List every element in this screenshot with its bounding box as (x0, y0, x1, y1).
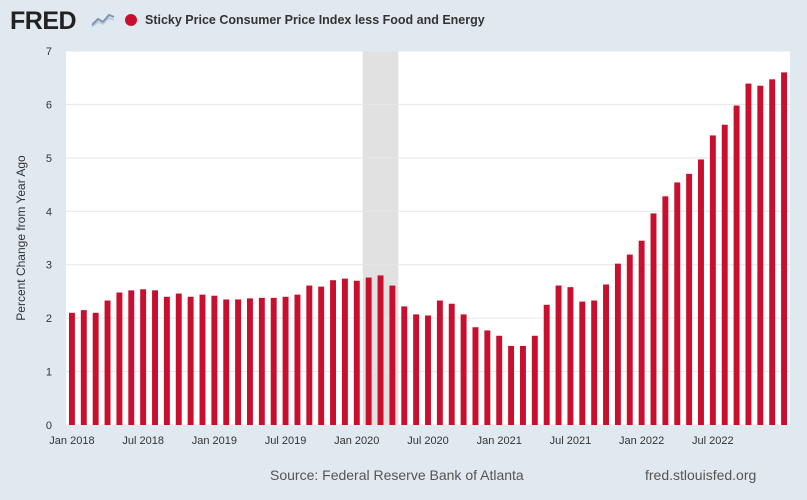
bar[interactable] (508, 345, 515, 425)
x-tick-label: Jan 2020 (334, 435, 379, 447)
y-axis-label: Percent Change from Year Ago (14, 155, 28, 321)
bar[interactable] (567, 287, 574, 425)
bar[interactable] (425, 315, 431, 425)
bar[interactable] (152, 290, 158, 425)
x-tick-label: Jan 2021 (477, 435, 522, 447)
x-tick-label: Jul 2022 (692, 435, 734, 447)
y-tick-label: 1 (46, 367, 52, 379)
bar[interactable] (306, 285, 313, 425)
x-tick-label: Jul 2018 (122, 435, 164, 447)
bar[interactable] (603, 284, 609, 425)
bar[interactable] (223, 299, 230, 425)
bar[interactable] (187, 296, 194, 425)
bar[interactable] (104, 300, 111, 425)
y-tick-label: 3 (46, 260, 52, 272)
bar[interactable] (721, 124, 728, 425)
bar[interactable] (745, 83, 752, 425)
chart: 0 1 2 3 4 5 6 7 Jan 2018 Jul 2018 Jan 2019 Jul 201… (14, 46, 790, 447)
bar[interactable] (128, 290, 135, 425)
y-tick-label: 4 (46, 206, 52, 218)
bar[interactable] (460, 314, 467, 425)
fred-logo[interactable]: FRED (10, 7, 77, 35)
bar[interactable] (140, 289, 147, 425)
bar[interactable] (769, 79, 776, 426)
bar[interactable] (401, 306, 408, 425)
bar[interactable] (235, 299, 242, 425)
bar[interactable] (282, 296, 289, 425)
bar[interactable] (365, 277, 372, 425)
bar[interactable] (341, 278, 348, 425)
y-tick-label: 0 (46, 420, 52, 432)
legend: Sticky Price Consumer Price Index less F… (125, 11, 485, 29)
bar[interactable] (211, 295, 218, 425)
x-tick-label: Jan 2018 (49, 435, 94, 447)
legend-label[interactable]: Sticky Price Consumer Price Index less F… (145, 13, 485, 27)
bar[interactable] (80, 310, 87, 425)
bar[interactable] (638, 240, 645, 425)
bar[interactable] (472, 327, 479, 425)
bar[interactable] (353, 280, 360, 425)
x-tick-label: Jul 2021 (550, 435, 592, 447)
y-tick-label: 2 (46, 313, 52, 325)
bar[interactable] (294, 294, 301, 425)
header: FRED Sticky Price Consumer Price Index l… (0, 0, 807, 40)
legend-swatch (125, 14, 137, 26)
bar[interactable] (175, 293, 182, 425)
bar[interactable] (543, 304, 550, 425)
bar[interactable] (579, 301, 586, 425)
bar[interactable] (674, 182, 681, 425)
bar[interactable] (733, 105, 740, 426)
y-tick-label: 6 (46, 99, 52, 111)
bar[interactable] (662, 196, 669, 425)
bar[interactable] (270, 297, 277, 425)
bar[interactable] (163, 296, 170, 425)
x-tick-label: Jul 2020 (407, 435, 449, 447)
bar[interactable] (318, 286, 325, 425)
bar[interactable] (686, 173, 693, 425)
bar[interactable] (591, 300, 598, 425)
y-tick-label: 7 (46, 46, 52, 58)
bar[interactable] (448, 303, 455, 425)
bar[interactable] (650, 213, 657, 425)
bar[interactable] (626, 254, 633, 425)
bar[interactable] (330, 280, 337, 425)
bar[interactable] (757, 85, 764, 425)
bar[interactable] (116, 292, 123, 425)
y-tick-label: 5 (46, 153, 52, 165)
fred-logo-graph-icon (90, 10, 116, 28)
bar[interactable] (531, 335, 538, 425)
bar[interactable] (698, 159, 704, 425)
bar[interactable] (436, 300, 443, 425)
bar[interactable] (781, 72, 788, 425)
bar[interactable] (377, 275, 384, 425)
bar[interactable] (247, 298, 253, 425)
bar[interactable] (519, 345, 526, 425)
bar[interactable] (484, 330, 491, 425)
x-tick-label: Jan 2022 (619, 435, 664, 447)
bar[interactable] (614, 263, 621, 425)
bar[interactable] (709, 135, 716, 425)
bar[interactable] (555, 285, 562, 425)
bar[interactable] (413, 314, 420, 425)
bar[interactable] (496, 335, 503, 425)
bar[interactable] (258, 297, 265, 425)
bar[interactable] (68, 312, 75, 425)
x-tick-label: Jul 2019 (265, 435, 307, 447)
bar[interactable] (199, 294, 206, 425)
site-link[interactable]: fred.stlouisfed.org (645, 467, 757, 483)
source-text: Source: Federal Reserve Bank of Atlanta (270, 467, 524, 483)
x-tick-label: Jan 2019 (192, 435, 237, 447)
bar[interactable] (92, 312, 99, 425)
bar[interactable] (389, 285, 396, 425)
